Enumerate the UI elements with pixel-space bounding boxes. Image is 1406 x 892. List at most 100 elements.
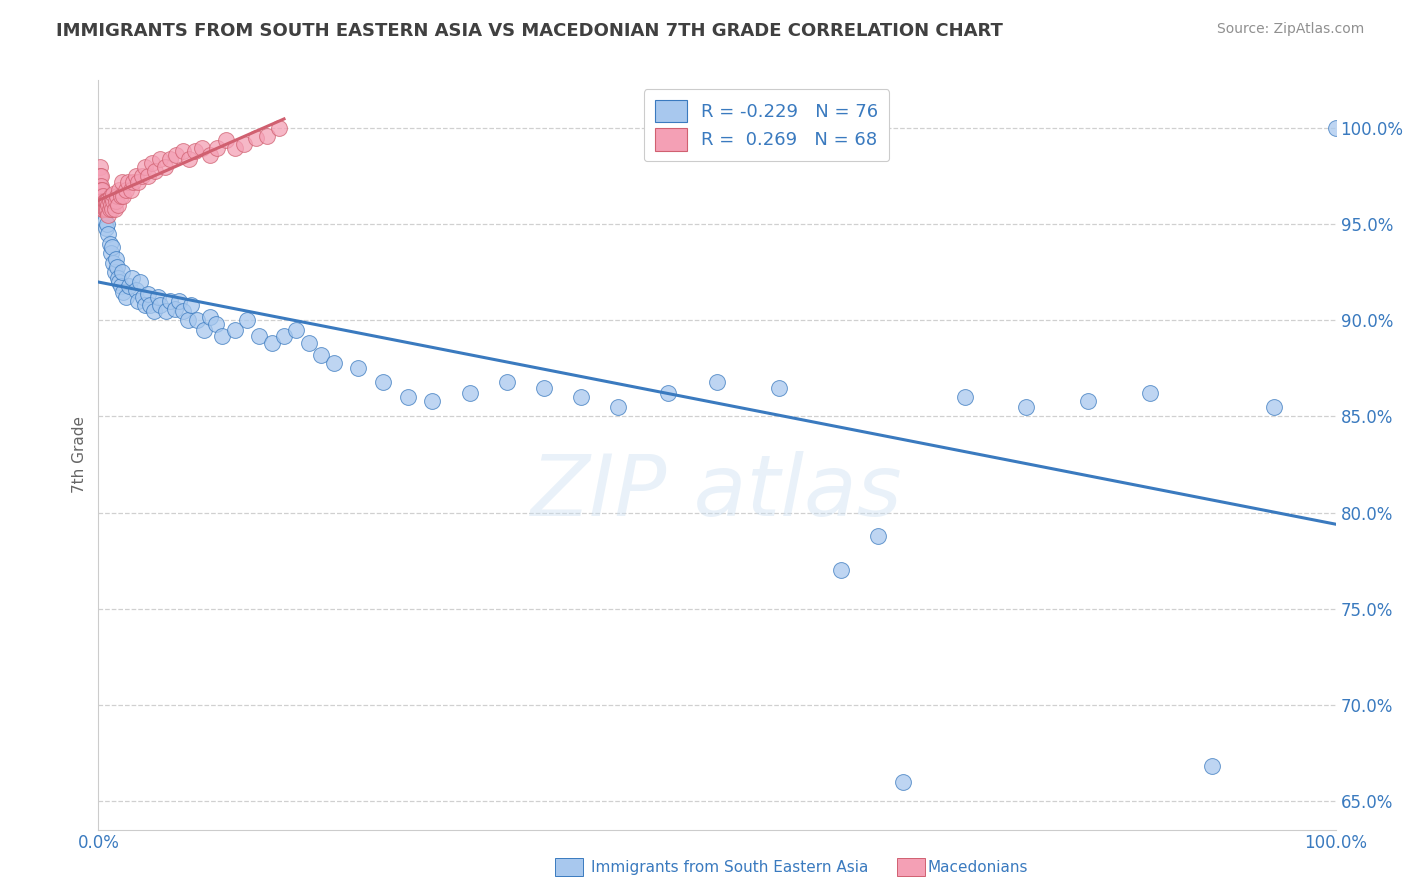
Point <box>298 336 321 351</box>
Point <box>139 298 162 312</box>
Point <box>98 236 121 251</box>
Point <box>347 361 370 376</box>
Point <box>953 390 976 404</box>
Point <box>117 175 139 189</box>
Point <box>97 198 120 212</box>
Point <box>132 290 155 304</box>
Point <box>768 381 790 395</box>
Point <box>98 194 121 209</box>
Point <box>97 208 120 222</box>
Point <box>90 188 112 202</box>
Point <box>1015 400 1038 414</box>
Point <box>103 256 125 270</box>
Point <box>1263 400 1285 414</box>
Point <box>149 298 172 312</box>
Point <box>93 198 115 212</box>
Point <box>101 240 124 254</box>
Point <box>396 390 419 404</box>
Point <box>111 175 134 189</box>
Point <box>891 774 914 789</box>
Point <box>198 310 221 324</box>
Point <box>100 198 122 212</box>
Point <box>176 313 198 327</box>
Point <box>89 188 111 202</box>
Point <box>90 169 112 184</box>
Point <box>103 265 125 279</box>
Point <box>114 290 136 304</box>
Point <box>143 163 166 178</box>
Point <box>236 313 259 327</box>
Point <box>93 188 115 202</box>
Point <box>136 169 159 184</box>
Point <box>94 202 117 216</box>
Point <box>211 328 233 343</box>
Text: IMMIGRANTS FROM SOUTH EASTERN ASIA VS MACEDONIAN 7TH GRADE CORRELATION CHART: IMMIGRANTS FROM SOUTH EASTERN ASIA VS MA… <box>56 22 1002 40</box>
Point <box>131 169 153 184</box>
Point <box>129 275 152 289</box>
Point <box>122 175 145 189</box>
Point <box>111 265 134 279</box>
Point <box>90 198 112 212</box>
Point <box>124 169 146 184</box>
Point <box>101 202 124 216</box>
Point <box>866 528 889 542</box>
Point <box>89 160 111 174</box>
Point <box>127 294 149 309</box>
Point <box>105 260 128 274</box>
Point <box>110 188 132 202</box>
Point <box>205 318 228 332</box>
Point <box>91 198 114 212</box>
Point <box>1139 386 1161 401</box>
Point <box>94 194 117 209</box>
Point <box>371 375 394 389</box>
Point <box>96 202 118 216</box>
FancyBboxPatch shape <box>897 858 925 876</box>
Point <box>94 221 117 235</box>
Point <box>91 202 114 216</box>
Point <box>98 202 121 216</box>
Point <box>177 152 200 166</box>
FancyBboxPatch shape <box>555 858 583 876</box>
Point <box>224 140 246 154</box>
Point <box>167 294 190 309</box>
Point <box>121 271 143 285</box>
Point <box>260 336 283 351</box>
Point <box>267 121 290 136</box>
Point <box>134 298 156 312</box>
Point <box>706 375 728 389</box>
Point <box>1324 121 1347 136</box>
Point <box>124 283 146 297</box>
Point <box>657 386 679 401</box>
Point <box>93 194 115 209</box>
Point <box>309 348 332 362</box>
Point <box>90 188 112 202</box>
Point <box>198 148 221 162</box>
Point <box>89 178 111 193</box>
Point <box>89 169 111 184</box>
Point <box>89 198 111 212</box>
Point <box>108 183 131 197</box>
Point <box>180 298 202 312</box>
Point <box>184 145 207 159</box>
Point <box>422 394 444 409</box>
Point <box>103 186 125 201</box>
Point <box>155 160 177 174</box>
Point <box>90 178 112 193</box>
Point <box>90 183 112 197</box>
Point <box>93 213 115 227</box>
Text: Immigrants from South Eastern Asia: Immigrants from South Eastern Asia <box>591 860 868 874</box>
Point <box>100 246 122 260</box>
Point <box>233 136 256 151</box>
Point <box>155 303 177 318</box>
Point <box>112 188 135 202</box>
Point <box>245 131 267 145</box>
Point <box>107 271 129 285</box>
Point <box>134 160 156 174</box>
Point <box>159 294 181 309</box>
Point <box>107 198 129 212</box>
Text: ZIP atlas: ZIP atlas <box>531 450 903 534</box>
Y-axis label: 7th Grade: 7th Grade <box>72 417 87 493</box>
Point <box>114 183 136 197</box>
Point <box>104 194 127 209</box>
Point <box>91 194 114 209</box>
